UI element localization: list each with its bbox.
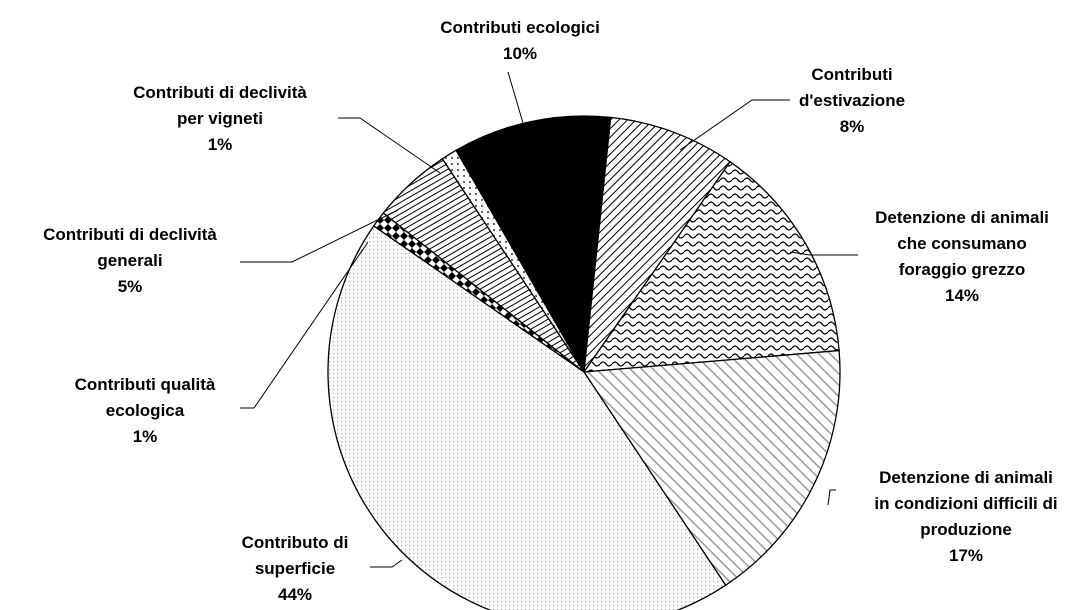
value-label: 1%	[207, 135, 233, 154]
pie-slice	[441, 149, 585, 373]
category-label: Contributi d'estivazione	[798, 65, 906, 110]
leader-line	[338, 117, 441, 174]
leader-line	[507, 71, 529, 141]
category-label: Contributo di superficie	[241, 533, 349, 578]
value-label: 1%	[132, 427, 158, 446]
leader-line	[827, 489, 836, 506]
category-label: Contributi di declività per vigneti	[133, 83, 307, 128]
leader-line	[240, 209, 399, 263]
category-label: Contributi qualità ecologica	[74, 375, 216, 420]
value-label: 8%	[839, 117, 865, 136]
pie-slice	[327, 224, 727, 610]
slice-label: Contributi ecologici 10%	[370, 15, 670, 67]
leader-line	[240, 241, 369, 409]
value-label: 5%	[117, 277, 143, 296]
slice-label: Contributo di superficie 44%	[145, 530, 445, 608]
value-label: 10%	[502, 44, 538, 63]
pie-slice	[455, 115, 612, 375]
slice-label: Contributi d'estivazione 8%	[702, 62, 1002, 140]
category-label: Detenzione di animali in condizioni diff…	[874, 468, 1058, 539]
slice-label: Contributi qualità ecologica 1%	[0, 372, 295, 450]
slice-label: Contributi di declività generali 5%	[0, 222, 280, 300]
slice-label: Detenzione di animali che consumano fora…	[812, 205, 1078, 309]
slice-label: Contributi di declività per vigneti 1%	[70, 80, 370, 158]
value-label: 14%	[944, 286, 980, 305]
category-label: Contributi di declività generali	[43, 225, 217, 270]
leader-line	[679, 99, 790, 151]
category-label: Contributi ecologici	[440, 18, 600, 37]
leader-line	[789, 251, 858, 256]
value-label: 17%	[948, 546, 984, 565]
pie-slice	[582, 349, 841, 587]
value-label: 44%	[277, 585, 313, 604]
pie-slice	[583, 116, 732, 373]
slice-label: Detenzione di animali in condizioni diff…	[816, 465, 1078, 569]
leader-line	[370, 559, 403, 568]
category-label: Detenzione di animali che consumano fora…	[875, 208, 1049, 279]
pie-slice	[582, 160, 840, 373]
